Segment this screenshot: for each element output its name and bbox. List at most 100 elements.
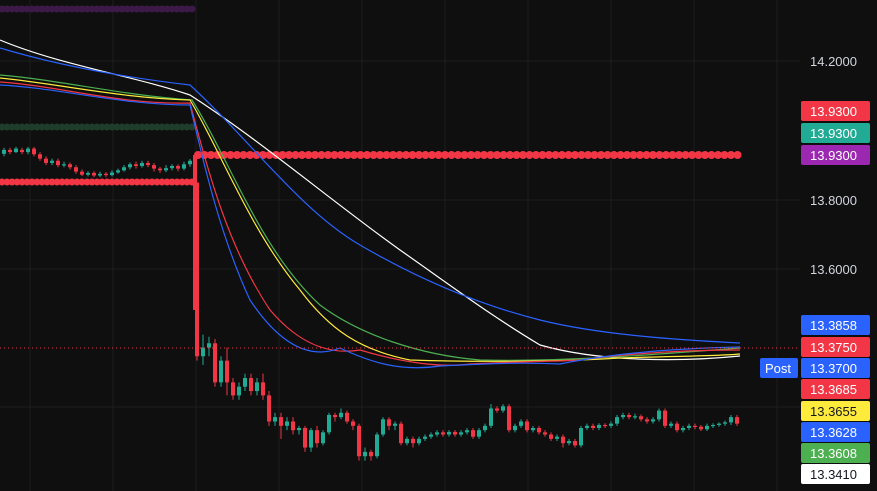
candle-body (465, 430, 469, 433)
level-dot-green (113, 123, 121, 131)
candle-body (116, 170, 120, 173)
candle-body (609, 423, 613, 426)
level-dot-purple (83, 5, 91, 13)
level-dot-green (78, 123, 86, 131)
level-dot-green (48, 123, 56, 131)
price-badge: 13.3858 (801, 315, 870, 335)
level-dot-red (113, 178, 121, 186)
level-dot-green (23, 123, 31, 131)
candle-body (423, 436, 427, 439)
level-dot-purple (163, 5, 171, 13)
candle-body (651, 419, 655, 422)
level-dot-red (415, 151, 423, 159)
candle-body (339, 412, 343, 418)
level-dot-green (33, 123, 41, 131)
candle-body (537, 427, 541, 433)
level-dot-red (668, 151, 677, 159)
candle-body (729, 417, 733, 423)
level-dot-red (13, 178, 21, 186)
level-dot-green (93, 123, 101, 131)
candle-body (249, 378, 253, 392)
svg-text:13.3628: 13.3628 (810, 425, 857, 440)
price-badge: 13.3750 (801, 337, 870, 357)
level-dot-purple (148, 5, 156, 13)
level-dot-red (73, 178, 81, 186)
candle-body (80, 171, 84, 175)
svg-text:13.3700: 13.3700 (810, 361, 857, 376)
level-dot-red (642, 151, 651, 159)
candle-body (693, 425, 697, 428)
level-dot-green (18, 123, 26, 131)
level-dot-purple (158, 5, 166, 13)
level-dot-red (636, 151, 644, 159)
candle-body (351, 421, 355, 426)
candle-body (561, 436, 565, 444)
candle-body (170, 165, 174, 169)
level-dot-green (88, 123, 96, 131)
candle-body (453, 431, 457, 435)
level-dot-red (123, 178, 131, 186)
level-dot-green (8, 123, 16, 131)
level-dot-red (28, 178, 36, 186)
svg-text:13.3750: 13.3750 (810, 340, 857, 355)
level-dot-red (545, 151, 553, 159)
candle-body (32, 148, 36, 155)
candle-body (134, 164, 138, 166)
candle-body (182, 164, 186, 169)
candle-body (699, 426, 703, 430)
price-badge: 13.3655 (801, 401, 870, 421)
level-dot-red (317, 151, 326, 159)
svg-text:13.3685: 13.3685 (810, 382, 857, 397)
candle-body (98, 173, 102, 176)
level-dot-green (143, 123, 151, 131)
candle-body (26, 148, 30, 153)
candle-body (489, 408, 493, 426)
level-dot-red (701, 151, 709, 159)
level-dot-red (48, 178, 56, 186)
level-dot-red (675, 151, 683, 159)
candles[interactable] (2, 146, 739, 461)
level-dot-red (143, 178, 151, 186)
level-dot-purple (93, 5, 101, 13)
svg-text:13.3608: 13.3608 (810, 446, 857, 461)
level-dot-green (68, 123, 76, 131)
level-dot-red (571, 151, 579, 159)
candle-body (152, 165, 156, 169)
candle-body (393, 423, 397, 426)
moving-average-line (0, 47, 741, 344)
level-dot-red (298, 151, 306, 159)
level-dot-green (83, 123, 91, 131)
candle-body (176, 165, 180, 169)
candle-body (669, 423, 673, 426)
candle-body (333, 414, 337, 418)
candle-body (597, 424, 601, 428)
level-dot-red (551, 151, 560, 159)
candle-body (68, 164, 72, 168)
level-dot-red (330, 151, 339, 159)
candle-body (363, 451, 367, 457)
candle-body (357, 425, 361, 457)
level-dot-purple (143, 5, 151, 13)
level-dot-green (183, 123, 191, 131)
level-dot-red (629, 151, 638, 159)
level-dot-red (153, 178, 161, 186)
candle-body (615, 417, 619, 424)
candle-body (237, 386, 241, 396)
level-dot-purple (53, 5, 61, 13)
level-dot-red (173, 178, 181, 186)
price-badge: 13.3410 (801, 464, 870, 484)
candle-body (261, 382, 265, 396)
candle-body (549, 434, 553, 439)
candle-body (213, 343, 217, 383)
level-dot-red (43, 178, 51, 186)
level-dot-green (163, 123, 171, 131)
candle-body (435, 432, 439, 435)
level-dot-red (558, 151, 566, 159)
level-dot-purple (18, 5, 26, 13)
level-dot-red (158, 178, 166, 186)
svg-text:13.3410: 13.3410 (810, 467, 857, 482)
y-tick-label: 13.6000 (810, 262, 857, 277)
candle-body (14, 148, 18, 153)
